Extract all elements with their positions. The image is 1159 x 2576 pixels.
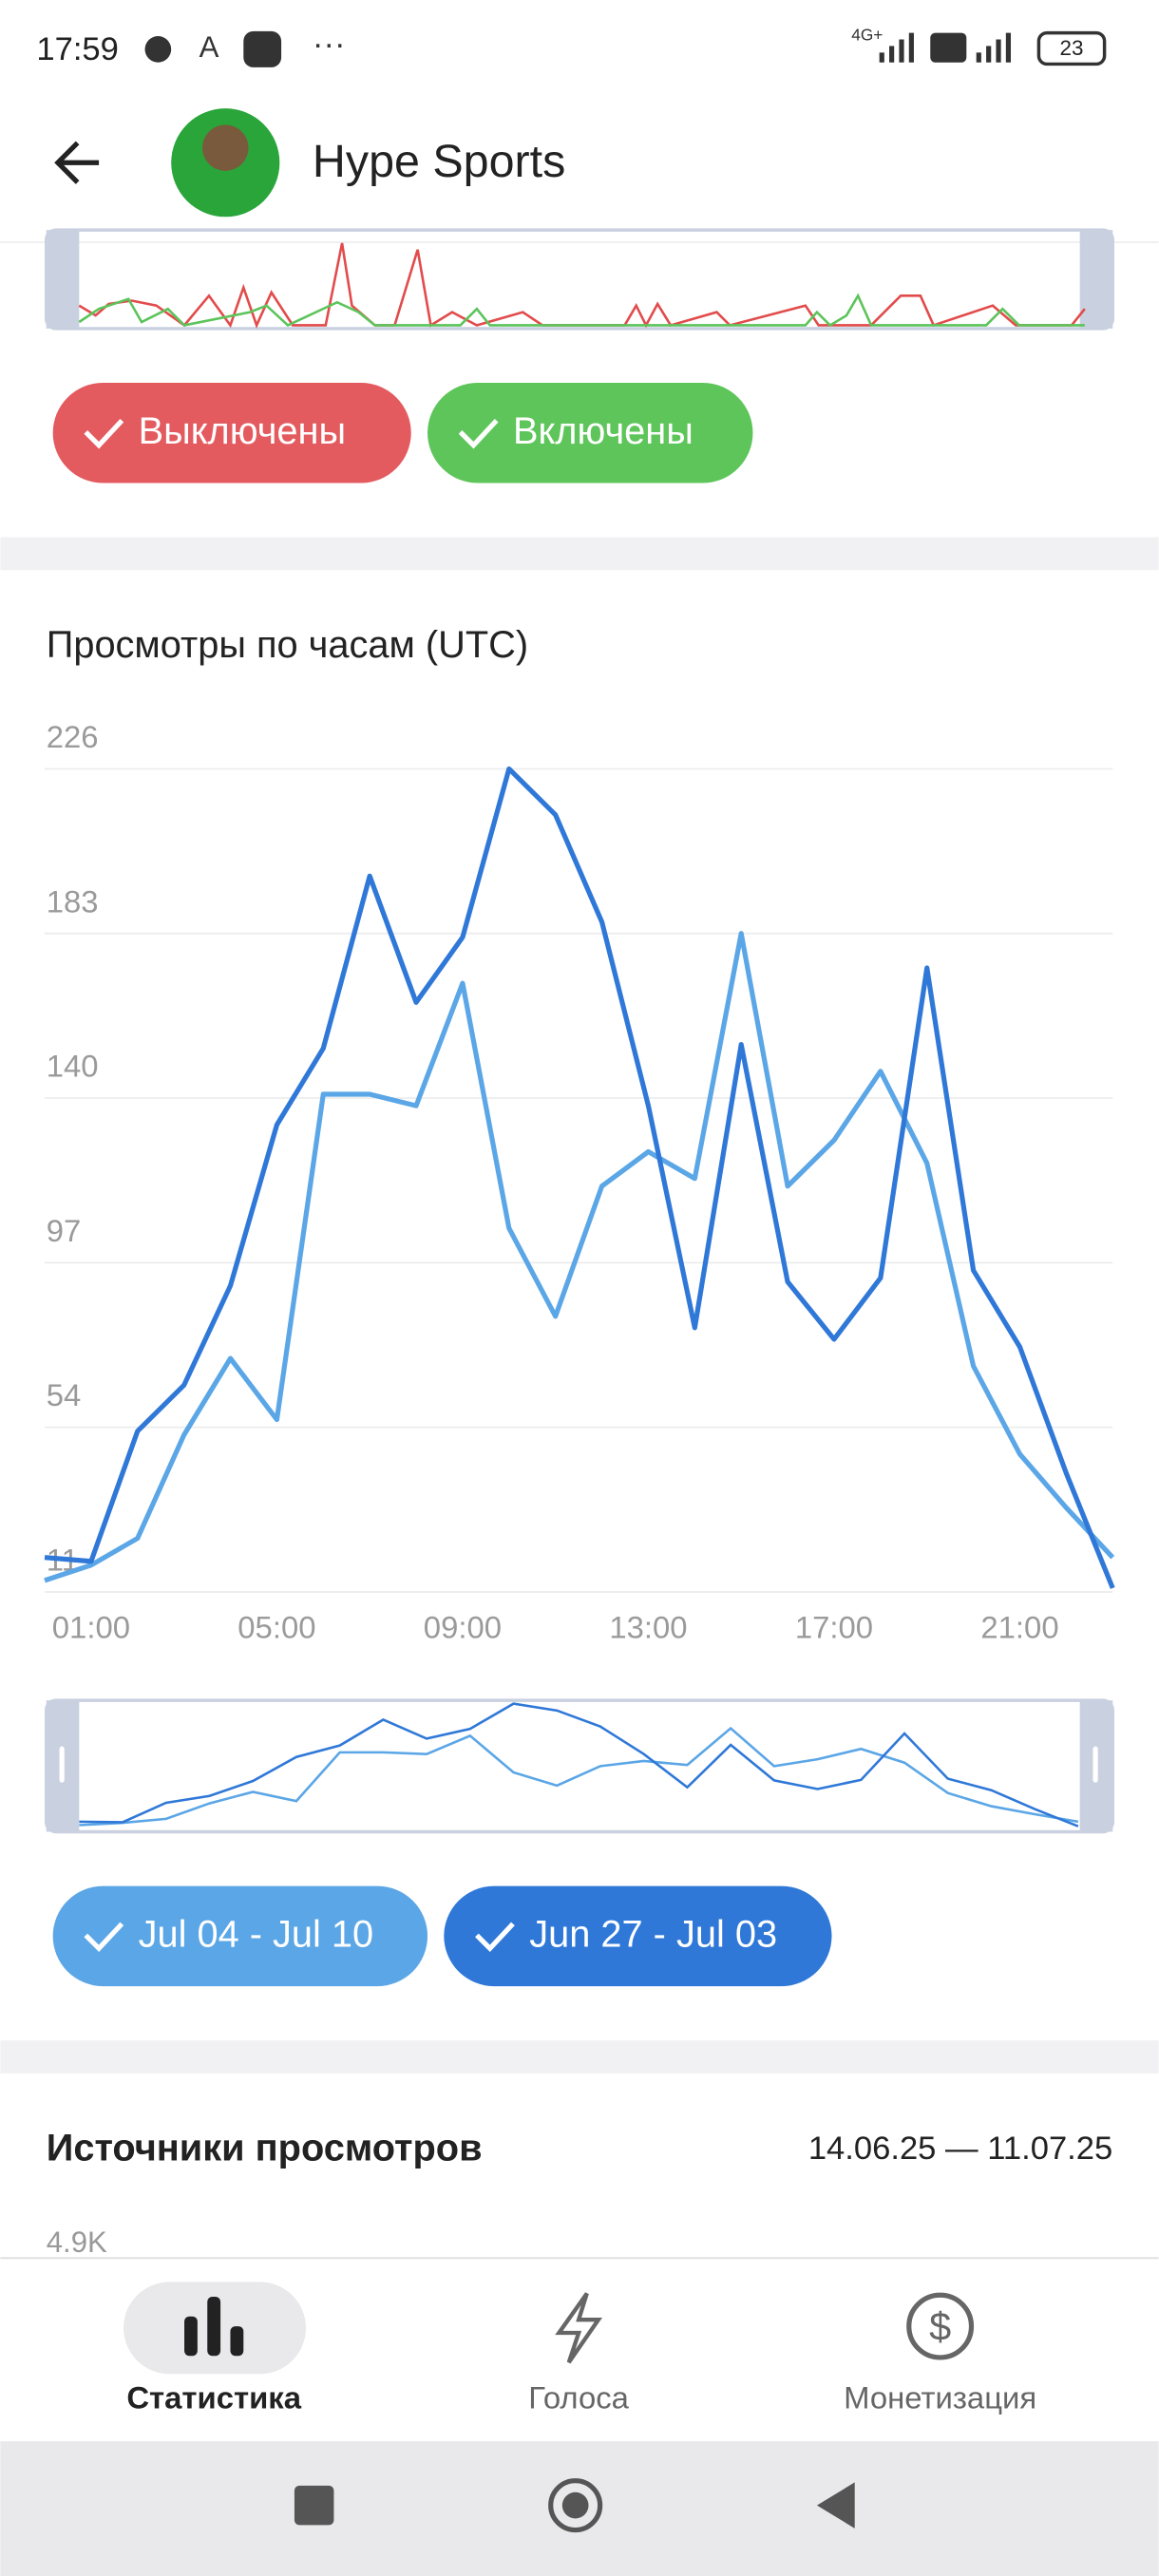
filter-button[interactable] xyxy=(52,382,411,483)
x-tick-label: 05:00 xyxy=(238,1609,315,1644)
section-title: Источники просмотров xyxy=(47,2128,483,2169)
tab-label[interactable]: Монетизация xyxy=(844,2380,1036,2415)
back-button[interactable] xyxy=(54,141,100,184)
y-tick-label: 140 xyxy=(47,1049,99,1084)
chart-title: Просмотры по часам (UTC) xyxy=(47,624,528,666)
mini-navigator[interactable] xyxy=(45,228,1114,331)
check-icon xyxy=(84,1922,124,1953)
status-icon: ··· xyxy=(313,27,346,63)
x-tick-label: 01:00 xyxy=(52,1609,130,1644)
check-icon xyxy=(84,419,124,449)
series-line xyxy=(44,931,1115,1583)
battery-level: 23 xyxy=(1060,36,1084,60)
legend-toggle[interactable] xyxy=(444,1885,832,1987)
legend-label: Jul 04 - Jul 10 xyxy=(139,1914,374,1956)
check-icon xyxy=(475,1922,515,1953)
mini-line-green xyxy=(78,293,1085,328)
status-icon xyxy=(243,30,282,67)
status-network: 4G+ xyxy=(851,26,883,45)
legend: Jul 04 - Jul 10 Jun 27 - Jul 03 xyxy=(52,1885,832,1987)
signal xyxy=(976,32,1012,63)
status-icon: A xyxy=(200,30,219,64)
tab-label[interactable]: Статистика xyxy=(126,2380,301,2415)
votes-icon xyxy=(555,2292,603,2364)
filter-button[interactable] xyxy=(428,382,753,483)
navigator-line xyxy=(79,1726,1079,1827)
tab-label[interactable]: Голоса xyxy=(528,2380,629,2415)
y-tick-label: 226 xyxy=(47,719,99,754)
x-tick-label: 09:00 xyxy=(424,1609,502,1644)
avatar-figure xyxy=(202,124,249,171)
series-line xyxy=(44,766,1115,1589)
back-nav-button[interactable] xyxy=(816,2482,855,2529)
home-button-dot xyxy=(561,2491,589,2519)
x-tick-label: 17:00 xyxy=(795,1609,873,1644)
filter-label: Выключены xyxy=(139,410,346,452)
volte xyxy=(930,32,967,63)
section-separator xyxy=(0,537,1159,571)
divider xyxy=(0,241,1159,243)
navigator-handle[interactable] xyxy=(1079,230,1113,329)
navigator-handle[interactable] xyxy=(46,230,80,329)
y-tick-label: 183 xyxy=(47,883,99,919)
battery xyxy=(1036,30,1107,66)
home-button[interactable] xyxy=(548,2478,603,2533)
channel-title: Hype Sports xyxy=(313,136,565,187)
money-icon: $ xyxy=(929,2304,951,2349)
signal xyxy=(879,32,914,63)
section-separator xyxy=(0,2040,1159,2074)
handle-grip xyxy=(1092,1746,1098,1783)
filter-label: Включены xyxy=(513,410,694,452)
mini-line-red xyxy=(78,242,1086,329)
y-tick-label: 54 xyxy=(47,1377,82,1412)
stats-icon xyxy=(184,2296,244,2357)
check-icon xyxy=(458,419,499,449)
y-tick-label: 97 xyxy=(47,1213,82,1248)
x-tick-label: 13:00 xyxy=(609,1609,687,1644)
divider xyxy=(0,2257,1159,2260)
recents-button[interactable] xyxy=(294,2485,334,2526)
money-icon xyxy=(906,2292,975,2360)
y-tick-label: 4.9K xyxy=(47,2226,107,2259)
handle-grip xyxy=(59,1746,65,1783)
navigator-line xyxy=(79,1702,1079,1828)
x-tick-label: 21:00 xyxy=(980,1609,1058,1644)
status-time: 17:59 xyxy=(36,31,119,67)
status-icon xyxy=(144,36,172,63)
date-range[interactable]: 14.06.25 — 11.07.25 xyxy=(808,2131,1112,2167)
legend-label: Jun 27 - Jul 03 xyxy=(529,1914,777,1956)
legend-toggle[interactable] xyxy=(52,1885,428,1987)
